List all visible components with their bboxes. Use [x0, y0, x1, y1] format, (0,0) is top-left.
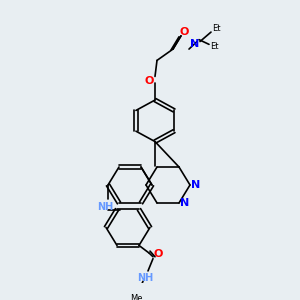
Text: Et: Et: [212, 24, 220, 33]
Text: Me: Me: [130, 294, 142, 300]
Text: N: N: [190, 39, 200, 50]
Text: N: N: [180, 198, 190, 208]
Text: O: O: [153, 249, 163, 259]
Text: O: O: [144, 76, 154, 86]
Text: O: O: [179, 27, 189, 37]
Text: N: N: [191, 180, 201, 190]
Text: NH: NH: [97, 202, 113, 212]
Text: Et: Et: [210, 42, 218, 51]
Text: NH: NH: [137, 272, 153, 283]
